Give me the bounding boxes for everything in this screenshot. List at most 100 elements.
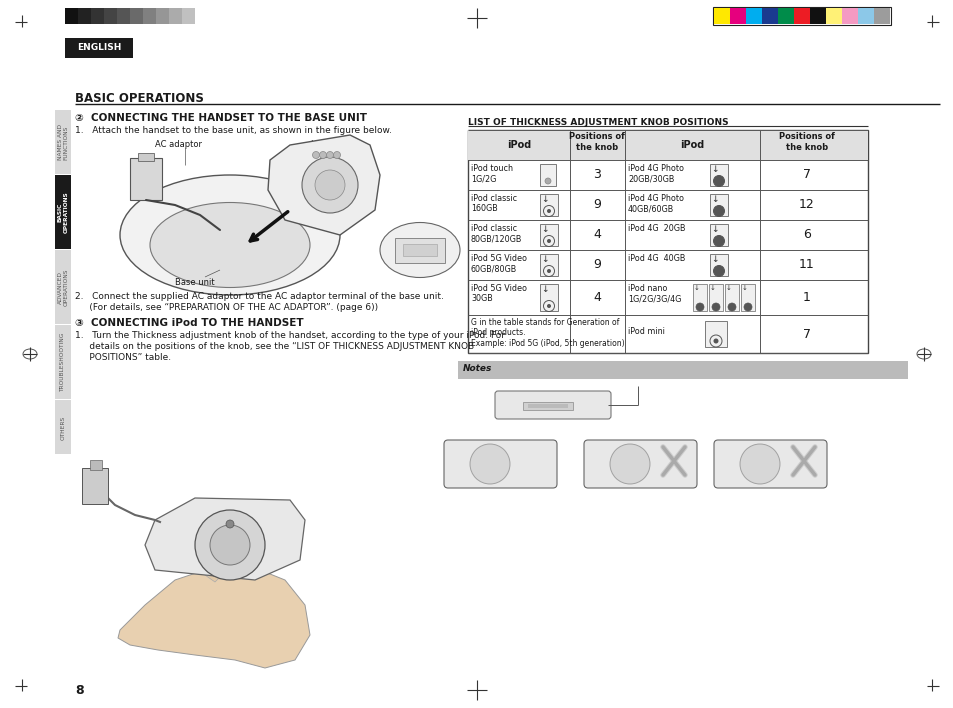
- Circle shape: [546, 239, 551, 243]
- Ellipse shape: [379, 222, 459, 278]
- Circle shape: [546, 209, 551, 213]
- Text: ↓: ↓: [710, 195, 718, 204]
- Bar: [539, 254, 558, 276]
- Bar: [793, 8, 809, 24]
- Bar: [55, 250, 71, 324]
- Bar: [182, 8, 194, 24]
- Bar: [55, 325, 71, 399]
- Bar: [143, 8, 156, 24]
- Bar: [809, 8, 825, 24]
- Text: 12: 12: [799, 198, 814, 212]
- Circle shape: [713, 338, 718, 343]
- Bar: [704, 321, 726, 347]
- Circle shape: [713, 266, 723, 277]
- Text: iPod 4G Photo
20GB/30GB: iPod 4G Photo 20GB/30GB: [627, 164, 683, 183]
- Text: iPod nano
1G/2G/3G/4G: iPod nano 1G/2G/3G/4G: [627, 284, 680, 304]
- Bar: [527, 404, 567, 408]
- Bar: [65, 8, 78, 24]
- Text: G in the table stands for Generation of
iPod products.
Example: iPod 5G (iPod, 5: G in the table stands for Generation of …: [471, 318, 624, 348]
- Text: 4: 4: [593, 291, 600, 304]
- Bar: [117, 8, 130, 24]
- Text: iPod: iPod: [679, 140, 703, 150]
- Ellipse shape: [150, 202, 310, 287]
- Text: ↓: ↓: [741, 285, 747, 291]
- Text: ADVANCED
OPERATIONS: ADVANCED OPERATIONS: [57, 269, 69, 307]
- Bar: [395, 238, 444, 263]
- Bar: [539, 194, 558, 216]
- Text: LIST OF THICKNESS ADJUSTMENT KNOB POSITIONS: LIST OF THICKNESS ADJUSTMENT KNOB POSITI…: [468, 118, 728, 127]
- Text: ②  CONNECTING THE HANDSET TO THE BASE UNIT: ② CONNECTING THE HANDSET TO THE BASE UNI…: [75, 113, 367, 123]
- Text: ↓: ↓: [725, 285, 731, 291]
- Text: ↓: ↓: [540, 225, 548, 234]
- Circle shape: [713, 236, 723, 246]
- Text: 8: 8: [75, 685, 84, 697]
- Text: ↓: ↓: [693, 285, 700, 291]
- Bar: [130, 158, 162, 200]
- FancyBboxPatch shape: [443, 440, 557, 488]
- Text: Base unit: Base unit: [174, 278, 214, 287]
- Bar: [539, 224, 558, 246]
- Text: BASIC OPERATIONS: BASIC OPERATIONS: [75, 92, 204, 105]
- Bar: [104, 8, 117, 24]
- Circle shape: [609, 444, 649, 484]
- Text: iPod 4G  40GB: iPod 4G 40GB: [627, 254, 684, 263]
- Bar: [713, 8, 729, 24]
- Text: (For details, see “PREPARATION OF THE AC ADAPTOR”. (page 6)): (For details, see “PREPARATION OF THE AC…: [75, 303, 377, 312]
- Text: AC adaptor: AC adaptor: [154, 140, 202, 149]
- Bar: [857, 8, 873, 24]
- Text: Positions of
the knob: Positions of the knob: [779, 132, 834, 152]
- Text: 1.   Attach the handset to the base unit, as shown in the figure below.: 1. Attach the handset to the base unit, …: [75, 126, 392, 135]
- Bar: [708, 284, 722, 311]
- Circle shape: [713, 205, 723, 217]
- Bar: [825, 8, 841, 24]
- Bar: [873, 8, 889, 24]
- Circle shape: [713, 176, 723, 186]
- Bar: [169, 8, 182, 24]
- Bar: [712, 7, 890, 25]
- Text: ↓: ↓: [540, 255, 548, 264]
- Bar: [539, 164, 556, 186]
- Circle shape: [314, 170, 345, 200]
- Bar: [82, 468, 108, 504]
- Bar: [709, 194, 727, 216]
- Text: iPod 4G Photo
40GB/60GB: iPod 4G Photo 40GB/60GB: [627, 194, 683, 213]
- Text: ↓: ↓: [710, 225, 718, 234]
- Bar: [402, 244, 436, 256]
- Text: details on the positions of the knob, see the “LIST OF THICKNESS ADJUSTMENT KNOB: details on the positions of the knob, se…: [75, 342, 474, 351]
- Circle shape: [210, 525, 250, 565]
- Circle shape: [334, 152, 340, 159]
- Bar: [841, 8, 857, 24]
- Text: iPod classic
160GB: iPod classic 160GB: [471, 194, 517, 213]
- Bar: [55, 110, 71, 174]
- Circle shape: [313, 152, 319, 159]
- Text: Handset: Handset: [310, 140, 345, 149]
- Bar: [55, 175, 71, 249]
- Bar: [709, 224, 727, 246]
- Bar: [778, 8, 793, 24]
- Ellipse shape: [120, 175, 339, 295]
- Circle shape: [226, 520, 233, 528]
- Text: iPod 4G  20GB: iPod 4G 20GB: [627, 224, 685, 233]
- Text: BASIC
OPERATIONS: BASIC OPERATIONS: [57, 192, 69, 234]
- Bar: [78, 8, 91, 24]
- Bar: [130, 8, 143, 24]
- FancyBboxPatch shape: [457, 361, 907, 379]
- Polygon shape: [268, 135, 379, 235]
- Text: 7: 7: [802, 169, 810, 181]
- Bar: [761, 8, 778, 24]
- Bar: [745, 8, 761, 24]
- Text: ↓: ↓: [709, 285, 715, 291]
- Text: iPod 5G Video
60GB/80GB: iPod 5G Video 60GB/80GB: [471, 254, 526, 273]
- Bar: [65, 38, 132, 58]
- Text: ↓: ↓: [710, 165, 718, 174]
- Text: ↓: ↓: [710, 255, 718, 264]
- Text: 2.   Connect the supplied AC adaptor to the AC adaptor terminal of the base unit: 2. Connect the supplied AC adaptor to th…: [75, 292, 443, 301]
- Polygon shape: [118, 565, 310, 668]
- Text: TROUBLESHOOTING: TROUBLESHOOTING: [60, 333, 66, 392]
- Text: 11: 11: [799, 258, 814, 271]
- Circle shape: [470, 444, 510, 484]
- Bar: [91, 8, 104, 24]
- Text: 1: 1: [802, 291, 810, 304]
- Bar: [156, 8, 169, 24]
- Text: 6: 6: [802, 229, 810, 241]
